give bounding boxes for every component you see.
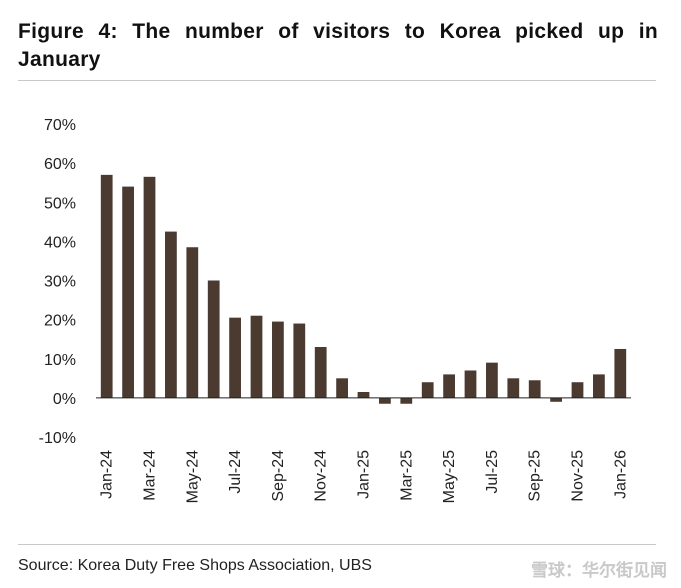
bar-May-24	[186, 247, 199, 398]
y-tick-label: 20%	[44, 313, 76, 330]
footer-divider	[18, 544, 656, 545]
bar-Sep-24	[272, 321, 284, 398]
bar-Oct-25	[550, 397, 562, 402]
y-tick-label: 10%	[44, 352, 76, 369]
x-tick-label: May-25	[441, 450, 458, 503]
bar-Oct-24	[293, 323, 306, 398]
title-divider	[18, 80, 656, 81]
watermark: 雪球：华尔街见闻	[531, 561, 667, 581]
bar-Jun-24	[207, 280, 220, 398]
x-tick-label: May-24	[184, 450, 201, 503]
bar-Mar-25	[400, 397, 413, 404]
bar-May-25	[443, 374, 455, 398]
bar-Nov-24	[314, 347, 327, 398]
x-tick-label: Jul-24	[227, 450, 244, 494]
y-tick-label: -10%	[39, 430, 76, 447]
bar-Apr-24	[165, 231, 177, 398]
bar-Aug-25	[507, 378, 520, 398]
y-tick-label: 70%	[44, 117, 76, 134]
y-tick-label: 50%	[44, 195, 76, 212]
x-tick-label: Nov-25	[570, 450, 587, 502]
x-tick-label: Sep-24	[270, 450, 287, 502]
bar-Dec-25	[593, 374, 605, 398]
x-tick-label: Jan-26	[612, 450, 629, 499]
bar-Apr-25	[421, 382, 434, 398]
x-axis: Jan-24 Mar-24 May-24 Jul-24 Sep-24 Nov-24 Jan-…	[99, 450, 630, 503]
y-tick-label: 40%	[44, 234, 76, 251]
bar-Nov-25	[571, 382, 584, 398]
x-tick-label: Mar-24	[142, 450, 159, 501]
x-tick-label: Nov-24	[313, 450, 330, 502]
bar-Jan-26	[614, 348, 627, 398]
bar-Feb-25	[379, 397, 391, 404]
bar-Jul-25	[486, 362, 498, 398]
x-tick-label: Sep-25	[527, 450, 544, 502]
y-tick-label: 60%	[44, 156, 76, 173]
source-note: Source: Korea Duty Free Shops Associatio…	[18, 557, 372, 574]
bar-Aug-24	[250, 315, 263, 398]
bar-Jun-25	[464, 370, 477, 398]
bar-Jul-24	[229, 317, 241, 398]
bars	[100, 174, 627, 404]
bar-Mar-24	[143, 176, 156, 398]
bar-Jan-25	[357, 392, 370, 398]
chart-title: Figure 4: The number of visitors to Kore…	[18, 20, 658, 71]
x-tick-label: Jul-25	[484, 450, 501, 494]
y-tick-label: 30%	[44, 274, 76, 291]
bar-Feb-24	[122, 186, 134, 398]
bar-Dec-24	[336, 378, 348, 398]
bar-Sep-25	[528, 380, 541, 398]
x-tick-label: Jan-24	[99, 450, 116, 499]
x-tick-label: Jan-25	[356, 450, 373, 499]
y-axis: -10% 0% 10% 20% 30% 40% 50% 60% 70%	[39, 117, 76, 447]
bar-Jan-24	[100, 174, 113, 398]
x-tick-label: Mar-25	[398, 450, 415, 501]
y-tick-label: 0%	[53, 391, 76, 408]
